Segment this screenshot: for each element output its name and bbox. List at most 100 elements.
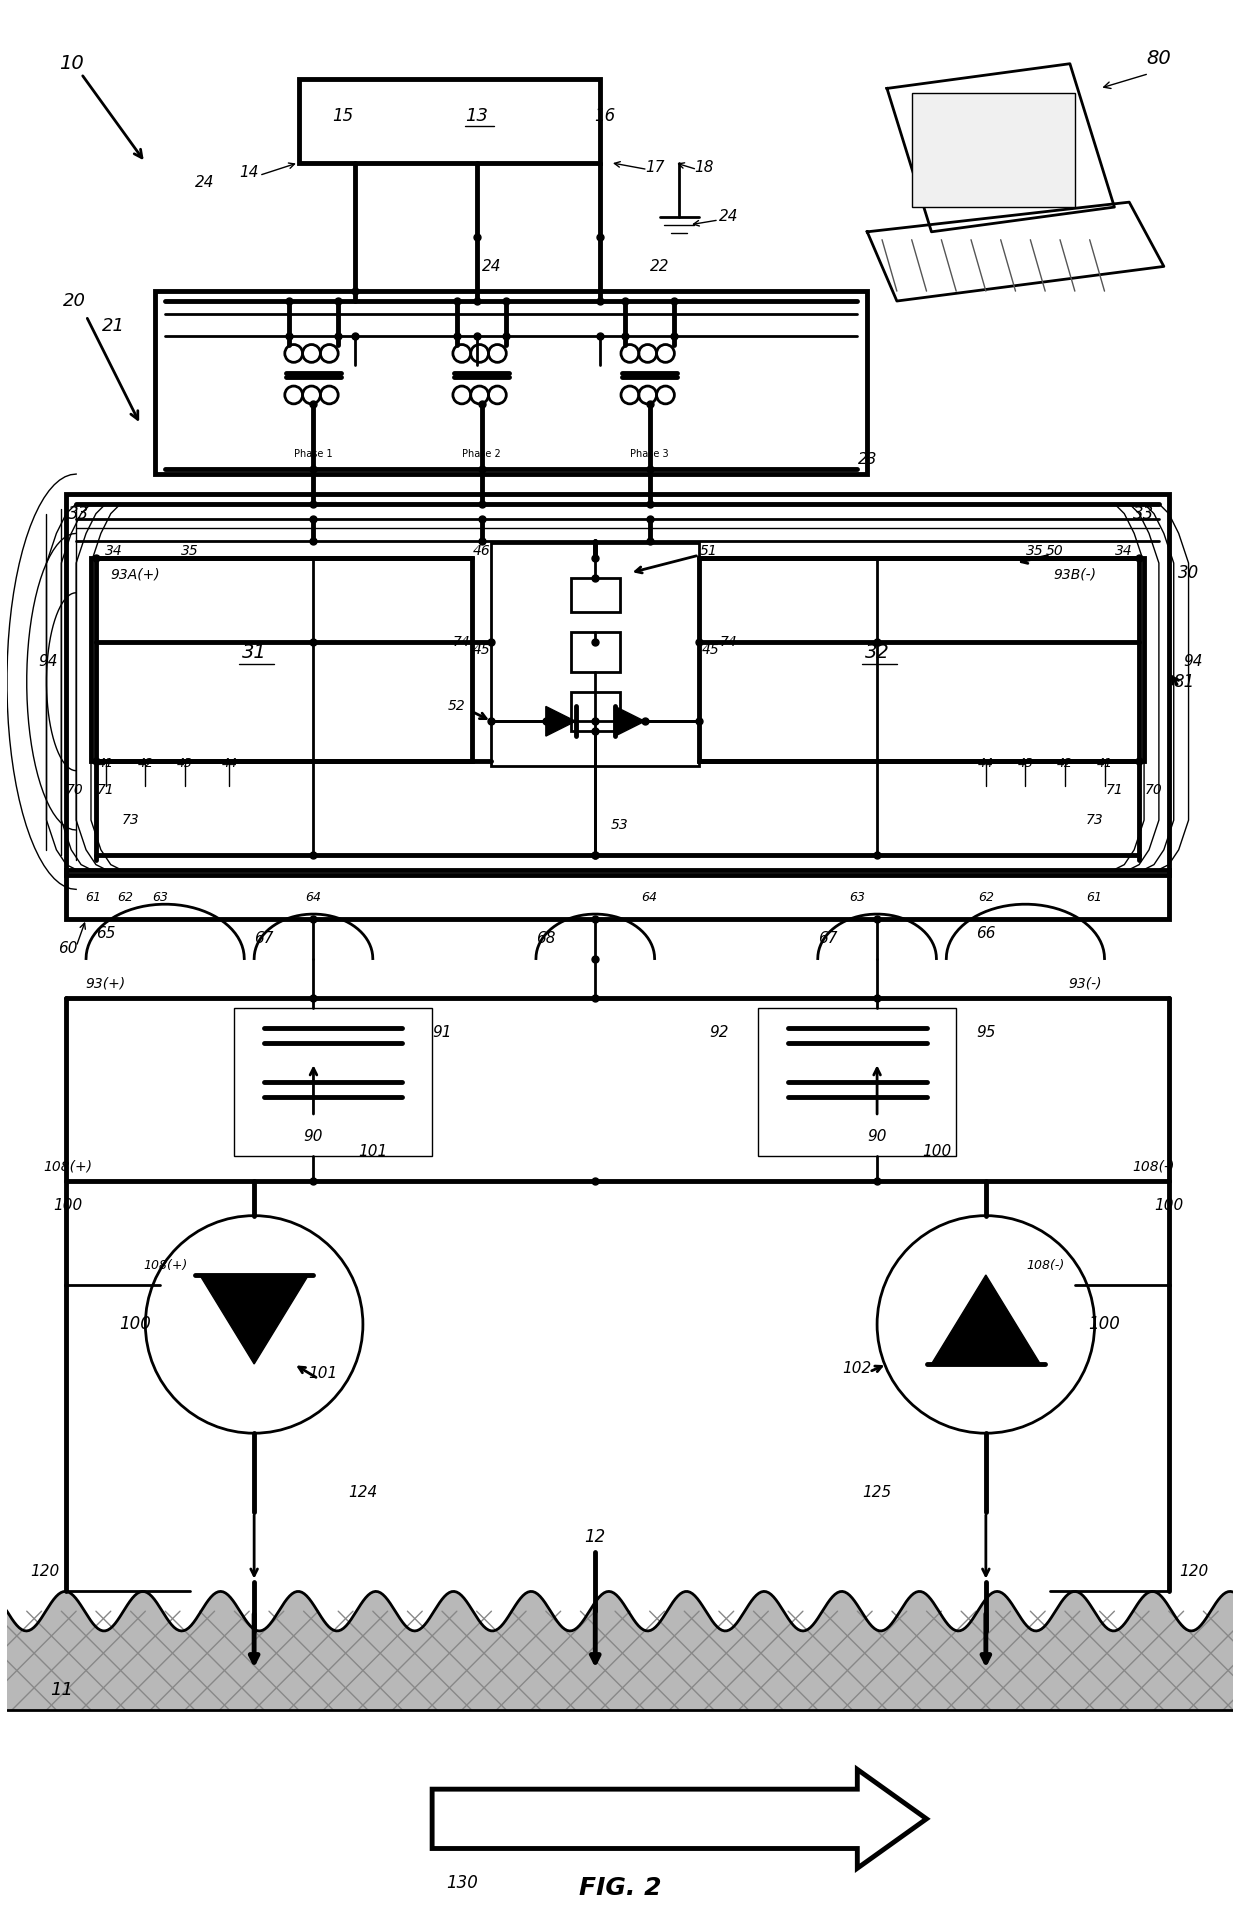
Text: 68: 68 <box>536 931 556 946</box>
Text: 45: 45 <box>702 642 720 658</box>
Text: 120: 120 <box>30 1564 60 1579</box>
Polygon shape <box>432 1769 926 1868</box>
Text: 67: 67 <box>254 931 274 946</box>
Text: 35: 35 <box>1027 545 1044 558</box>
Text: 20: 20 <box>63 293 86 310</box>
Bar <box>570 577 620 612</box>
Text: 21: 21 <box>102 317 125 335</box>
Text: 91: 91 <box>433 1025 451 1040</box>
Bar <box>911 94 1075 206</box>
Text: 61: 61 <box>1086 891 1102 904</box>
Text: 33: 33 <box>67 505 89 522</box>
Text: 46: 46 <box>472 545 491 558</box>
Bar <box>570 633 620 671</box>
Text: 41: 41 <box>1096 757 1112 771</box>
Text: 100: 100 <box>1154 1199 1183 1214</box>
Text: 93(+): 93(+) <box>86 977 126 990</box>
Text: 50: 50 <box>1047 545 1064 558</box>
Text: 90: 90 <box>304 1130 324 1143</box>
Polygon shape <box>546 706 575 736</box>
Text: 42: 42 <box>1056 757 1073 771</box>
Text: 15: 15 <box>332 107 353 124</box>
Polygon shape <box>615 706 645 736</box>
Bar <box>66 493 1169 874</box>
Text: 34: 34 <box>1116 545 1133 558</box>
Text: FIG. 2: FIG. 2 <box>579 1876 661 1901</box>
Text: 94: 94 <box>38 654 58 669</box>
Text: 11: 11 <box>50 1681 73 1700</box>
Text: 64: 64 <box>305 891 321 904</box>
Text: 42: 42 <box>138 757 154 771</box>
Polygon shape <box>7 1591 1233 1709</box>
Text: Phase 2: Phase 2 <box>463 449 501 459</box>
Text: 14: 14 <box>239 164 259 180</box>
Polygon shape <box>931 1275 1040 1363</box>
Text: 24: 24 <box>195 174 215 189</box>
Text: 16: 16 <box>594 107 616 124</box>
Text: 17: 17 <box>645 161 665 176</box>
Text: 70: 70 <box>1145 784 1163 797</box>
Text: 130: 130 <box>446 1874 477 1893</box>
Bar <box>91 558 471 761</box>
Text: 108(-): 108(-) <box>1133 1159 1176 1174</box>
Text: 53: 53 <box>611 818 629 832</box>
Text: 63: 63 <box>153 891 169 904</box>
Text: 93B(-): 93B(-) <box>1053 568 1096 581</box>
Text: 66: 66 <box>976 925 996 941</box>
Text: 100: 100 <box>921 1143 951 1159</box>
Text: 62: 62 <box>978 891 993 904</box>
Text: 90: 90 <box>867 1130 887 1143</box>
Bar <box>699 558 1145 761</box>
Text: 93A(+): 93A(+) <box>110 568 160 581</box>
Text: 81: 81 <box>1173 673 1194 690</box>
Bar <box>299 78 600 163</box>
Text: 12: 12 <box>584 1528 606 1547</box>
Text: 24: 24 <box>481 258 501 273</box>
Bar <box>155 291 867 474</box>
Text: 108(-): 108(-) <box>1025 1258 1064 1271</box>
Text: 24: 24 <box>719 210 739 224</box>
Text: Phase 3: Phase 3 <box>630 449 668 459</box>
Text: 102: 102 <box>843 1361 872 1377</box>
Text: 63: 63 <box>849 891 866 904</box>
Text: 108(+): 108(+) <box>143 1258 187 1271</box>
Text: 41: 41 <box>98 757 114 771</box>
Text: 93(-): 93(-) <box>1068 977 1101 990</box>
Text: 80: 80 <box>1147 50 1172 69</box>
Text: 44: 44 <box>222 757 237 771</box>
Text: 44: 44 <box>978 757 993 771</box>
Text: 31: 31 <box>242 642 267 662</box>
Text: 100: 100 <box>119 1315 151 1333</box>
Text: Phase 1: Phase 1 <box>294 449 332 459</box>
Text: 67: 67 <box>818 931 837 946</box>
Text: 13: 13 <box>465 107 489 124</box>
Bar <box>66 870 1169 920</box>
Text: 61: 61 <box>86 891 100 904</box>
Text: 100: 100 <box>1089 1315 1121 1333</box>
Text: 73: 73 <box>122 813 139 828</box>
Text: 65: 65 <box>95 925 115 941</box>
Text: 34: 34 <box>105 545 123 558</box>
Bar <box>570 692 620 730</box>
Text: 64: 64 <box>641 891 657 904</box>
Text: 30: 30 <box>1178 564 1199 581</box>
Bar <box>759 1008 956 1157</box>
Text: 18: 18 <box>694 161 714 176</box>
Text: 32: 32 <box>864 642 889 662</box>
Text: 101: 101 <box>358 1143 387 1159</box>
Text: 71: 71 <box>1106 784 1123 797</box>
Text: 45: 45 <box>472 642 491 658</box>
Text: 94: 94 <box>1184 654 1203 669</box>
Text: 95: 95 <box>976 1025 996 1040</box>
Text: 33: 33 <box>1133 505 1154 522</box>
Text: 62: 62 <box>118 891 134 904</box>
Text: 35: 35 <box>181 545 198 558</box>
Text: 73: 73 <box>1086 813 1104 828</box>
Text: 74: 74 <box>720 635 738 650</box>
Text: 71: 71 <box>97 784 114 797</box>
Text: 51: 51 <box>701 545 718 558</box>
Text: 74: 74 <box>453 635 471 650</box>
Text: 52: 52 <box>448 700 466 713</box>
Text: 70: 70 <box>66 784 83 797</box>
Text: 10: 10 <box>58 54 83 73</box>
